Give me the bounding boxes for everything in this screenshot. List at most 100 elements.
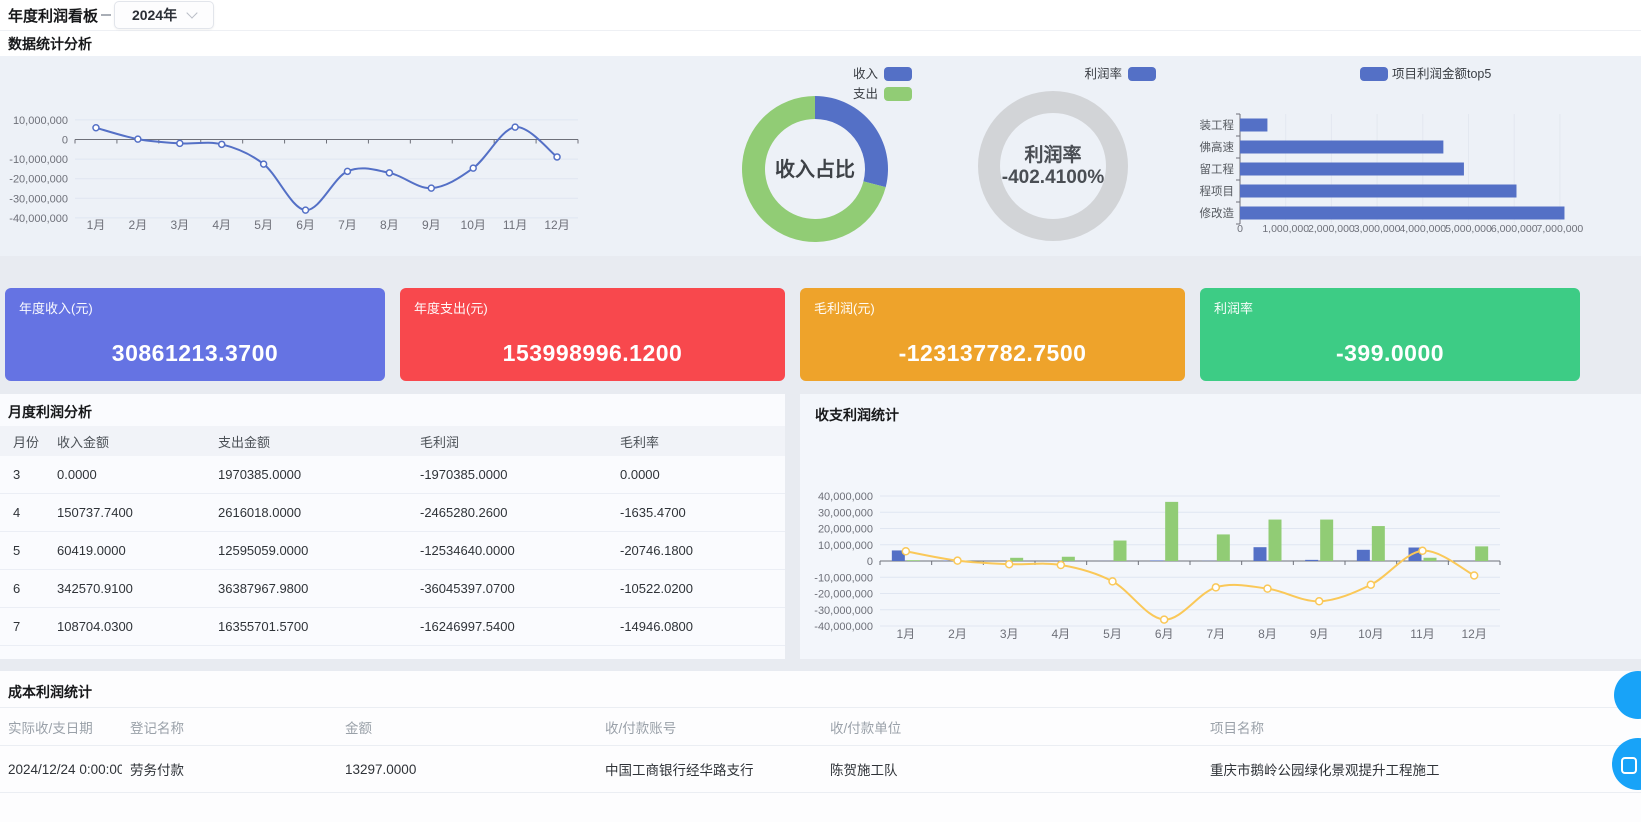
svg-text:修改造: 修改造	[1200, 206, 1235, 220]
svg-text:40,000,000: 40,000,000	[818, 491, 873, 503]
svg-text:4,000,000: 4,000,000	[1399, 223, 1446, 235]
column-header: 支出金额	[205, 426, 407, 456]
kpi-value: -399.0000	[1336, 340, 1444, 367]
kpi-label: 毛利润(元)	[814, 298, 1171, 317]
table-header-row: 月份收入金额支出金额毛利润毛利率	[0, 426, 785, 456]
table-cell: -16246997.5400	[407, 608, 607, 646]
svg-text:-40,000,000: -40,000,000	[814, 621, 873, 633]
robot-icon	[1621, 757, 1637, 774]
table-cell: 150737.7400	[44, 494, 205, 532]
table-cell: -1970385.0000	[407, 456, 607, 494]
svg-text:-10,000,000: -10,000,000	[814, 572, 873, 584]
svg-text:8月: 8月	[1258, 627, 1277, 641]
svg-text:2月: 2月	[129, 218, 148, 232]
svg-text:1,000,000: 1,000,000	[1262, 223, 1309, 235]
svg-text:12月: 12月	[1461, 627, 1486, 641]
year-select-value: 2024年	[132, 5, 177, 25]
kpi-label: 年度收入(元)	[19, 298, 371, 317]
table-cell: 重庆市鹅岭公园绿化景观提升工程施工	[1202, 746, 1641, 793]
kpi-card-annual-income: 年度收入(元) 30861213.3700	[5, 288, 385, 381]
table-cell: 16355701.5700	[205, 608, 407, 646]
column-header: 毛利率	[607, 426, 785, 456]
table-cell: 4	[0, 494, 44, 532]
svg-text:5,000,000: 5,000,000	[1445, 223, 1492, 235]
table-cell: 0.0000	[607, 456, 785, 494]
svg-text:4月: 4月	[212, 218, 231, 232]
svg-text:3月: 3月	[170, 218, 189, 232]
header: 年度利润看板 2024年	[0, 0, 1641, 31]
project-top5-legend[interactable]: 项目利润金额top5	[1360, 66, 1491, 81]
table-cell: 12595059.0000	[205, 532, 407, 570]
table-cell: 1970385.0000	[205, 456, 407, 494]
svg-text:收入: 收入	[853, 67, 879, 81]
table-cell: 5	[0, 532, 44, 570]
column-header: 收入金额	[44, 426, 205, 456]
table-header-row: 实际收/支日期登记名称金额收/付款账号收/付款单位项目名称	[0, 708, 1641, 746]
kpi-card-profit-rate: 利润率 -399.0000	[1200, 288, 1580, 381]
svg-text:-30,000,000: -30,000,000	[814, 605, 873, 617]
svg-text:3月: 3月	[1000, 627, 1019, 641]
svg-text:0: 0	[867, 556, 873, 568]
svg-text:10月: 10月	[461, 218, 486, 232]
kpi-value: -123137782.7500	[899, 340, 1087, 367]
kpi-label: 利润率	[1214, 298, 1566, 317]
section-title-stats: 数据统计分析	[0, 31, 1641, 56]
svg-text:-20,000,000: -20,000,000	[814, 589, 873, 601]
column-header: 实际收/支日期	[0, 708, 122, 746]
table-cell: 7	[0, 608, 44, 646]
svg-text:利润率: 利润率	[1084, 66, 1122, 81]
svg-text:5月: 5月	[1103, 627, 1122, 641]
kpi-cards: 年度收入(元) 30861213.3700 年度支出(元) 153998996.…	[0, 288, 1641, 381]
table-cell: 36387967.9800	[205, 570, 407, 608]
svg-text:7月: 7月	[1206, 627, 1225, 641]
income-expense-chart: 40,000,00030,000,00020,000,00010,000,000…	[800, 434, 1641, 659]
svg-text:9月: 9月	[1310, 627, 1329, 641]
svg-text:-20,000,000: -20,000,000	[9, 174, 68, 186]
svg-text:30,000,000: 30,000,000	[818, 507, 873, 519]
svg-text:11月: 11月	[503, 218, 527, 232]
svg-text:6,000,000: 6,000,000	[1491, 223, 1538, 235]
year-select[interactable]: 2024年	[114, 1, 214, 29]
table-cell: -20746.1800	[607, 532, 785, 570]
svg-text:0: 0	[62, 135, 68, 147]
table-cell: -14946.0800	[607, 608, 785, 646]
svg-text:3,000,000: 3,000,000	[1354, 223, 1401, 235]
svg-text:-30,000,000: -30,000,000	[9, 193, 68, 205]
table-cell: -2465280.2600	[407, 494, 607, 532]
kpi-card-gross-profit: 毛利润(元) -123137782.7500	[800, 288, 1185, 381]
profit-rate-legend[interactable]: 利润率	[1084, 66, 1156, 81]
svg-text:10,000,000: 10,000,000	[818, 540, 873, 552]
svg-text:5月: 5月	[254, 218, 273, 232]
svg-text:佛高速: 佛高速	[1200, 140, 1235, 154]
table-cell: 3	[0, 456, 44, 494]
table-cell: 劳务付款	[122, 746, 337, 793]
svg-text:1月: 1月	[87, 218, 106, 232]
svg-text:0: 0	[1237, 223, 1243, 235]
stats-charts: 10,000,0000-10,000,000-20,000,000-30,000…	[0, 56, 1641, 256]
svg-text:支出: 支出	[853, 87, 878, 101]
svg-text:留工程: 留工程	[1200, 163, 1235, 176]
svg-text:-402.4100%: -402.4100%	[1002, 167, 1105, 188]
svg-text:4月: 4月	[1051, 627, 1070, 641]
income-ratio-chart: 收入占比	[742, 96, 888, 242]
svg-text:11月: 11月	[1410, 627, 1434, 641]
svg-text:6月: 6月	[1155, 627, 1174, 641]
table-cell: -12534640.0000	[407, 532, 607, 570]
svg-text:项目利润金额top5: 项目利润金额top5	[1392, 66, 1491, 81]
svg-text:7,000,000: 7,000,000	[1537, 223, 1584, 235]
svg-text:10,000,000: 10,000,000	[13, 115, 68, 127]
